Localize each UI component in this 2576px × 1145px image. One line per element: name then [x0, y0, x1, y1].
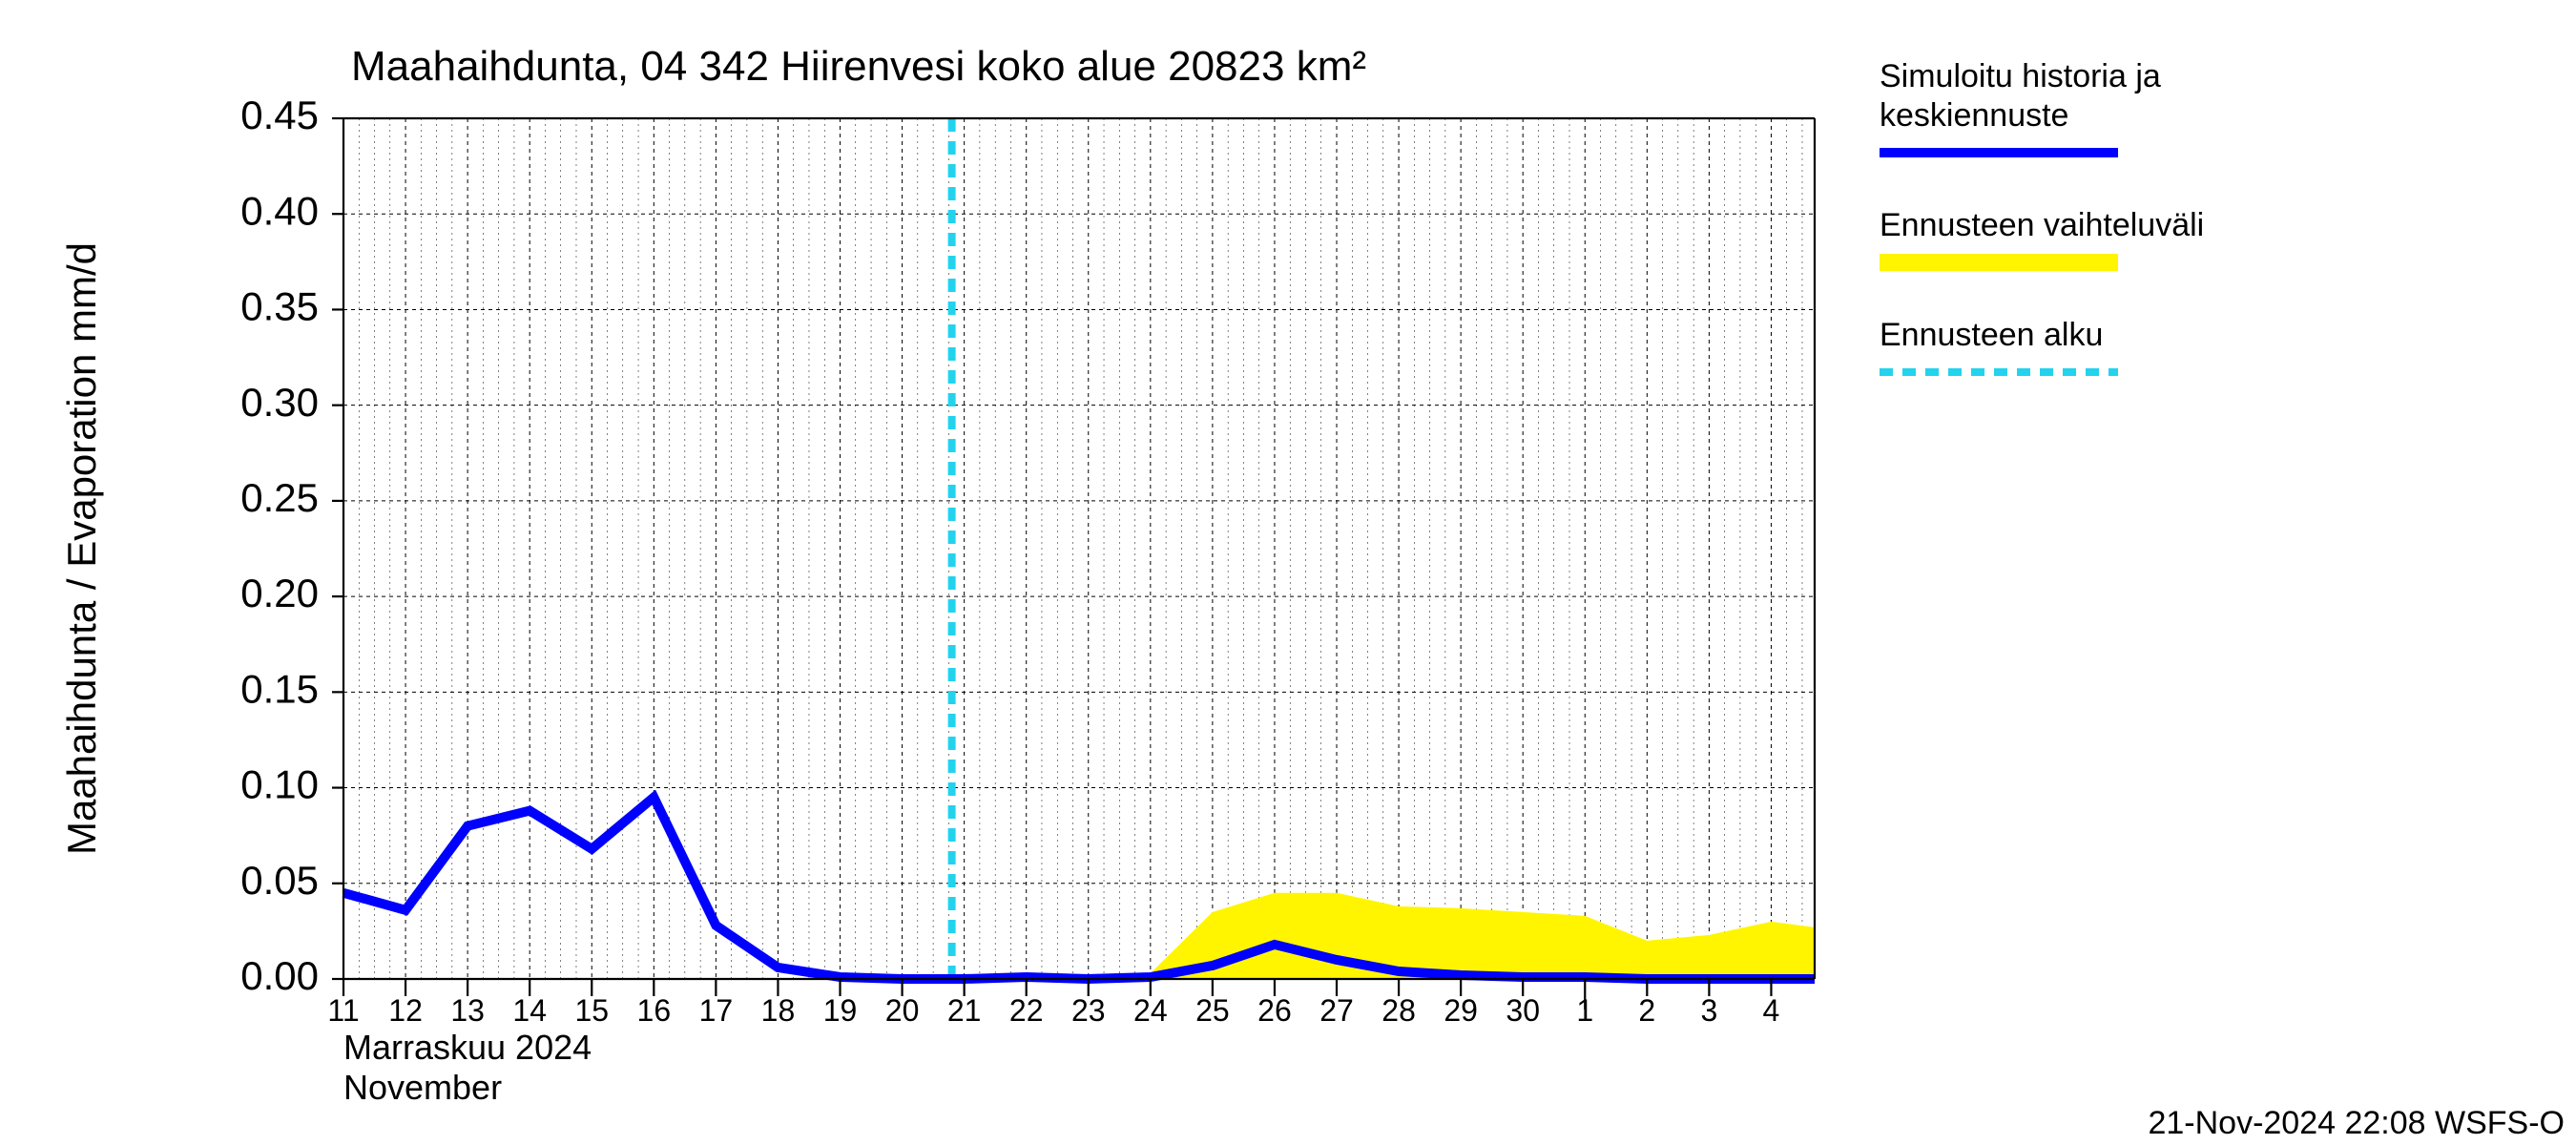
x-tick-label: 11 — [327, 993, 359, 1028]
x-tick-label: 20 — [885, 993, 920, 1028]
x-tick-label: 29 — [1444, 993, 1478, 1028]
x-tick-label: 2 — [1638, 993, 1655, 1028]
x-tick-label: 12 — [388, 993, 423, 1028]
y-tick-label: 0.15 — [240, 666, 319, 711]
chart-title: Maahaihdunta, 04 342 Hiirenvesi koko alu… — [351, 43, 1366, 90]
x-month-label-fi: Marraskuu 2024 — [343, 1028, 592, 1067]
x-tick-label: 1 — [1576, 993, 1593, 1028]
x-tick-label: 14 — [512, 993, 547, 1028]
y-tick-label: 0.25 — [240, 475, 319, 520]
y-tick-label: 0.05 — [240, 858, 319, 903]
x-tick-label: 3 — [1700, 993, 1717, 1028]
x-tick-label: 18 — [761, 993, 796, 1028]
x-tick-label: 16 — [637, 993, 672, 1028]
x-tick-label: 28 — [1381, 993, 1416, 1028]
legend-label: keskiennuste — [1880, 97, 2068, 134]
footer-timestamp: 21-Nov-2024 22:08 WSFS-O — [2148, 1105, 2565, 1141]
x-tick-label: 15 — [574, 993, 609, 1028]
y-tick-label: 0.30 — [240, 380, 319, 425]
y-tick-label: 0.45 — [240, 93, 319, 137]
legend-label: Ennusteen vaihteluväli — [1880, 207, 2204, 243]
chart-svg: 0.00 0.05 0.10 0.15 0.20 0.25 0.30 0.35 0.40 0.45… — [0, 0, 2576, 1145]
x-tick-label: 24 — [1133, 993, 1168, 1028]
x-tick-label: 26 — [1257, 993, 1292, 1028]
y-tick-label: 0.10 — [240, 762, 319, 807]
x-tick-label: 27 — [1319, 993, 1354, 1028]
x-tick-label: 4 — [1763, 993, 1780, 1028]
x-tick-label: 21 — [947, 993, 982, 1028]
y-tick-label: 0.40 — [240, 188, 319, 233]
x-tick-label: 30 — [1506, 993, 1540, 1028]
legend-label: Simuloitu historia ja — [1880, 58, 2161, 94]
x-tick-label: 19 — [823, 993, 858, 1028]
x-month-label-en: November — [343, 1068, 502, 1107]
y-tick-label: 0.20 — [240, 571, 319, 615]
x-tick-label: 25 — [1195, 993, 1230, 1028]
x-tick-label: 17 — [699, 993, 734, 1028]
y-tick-label: 0.00 — [240, 953, 319, 998]
legend-label: Ennusteen alku — [1880, 317, 2103, 353]
x-tick-label: 23 — [1071, 993, 1106, 1028]
legend-sample-band — [1880, 254, 2118, 271]
y-tick-label: 0.35 — [240, 284, 319, 329]
x-tick-label: 22 — [1009, 993, 1044, 1028]
y-axis-label: Maahaihdunta / Evaporation mm/d — [59, 242, 104, 855]
x-tick-label: 13 — [450, 993, 485, 1028]
chart-container: 0.00 0.05 0.10 0.15 0.20 0.25 0.30 0.35 0.40 0.45… — [0, 0, 2576, 1145]
